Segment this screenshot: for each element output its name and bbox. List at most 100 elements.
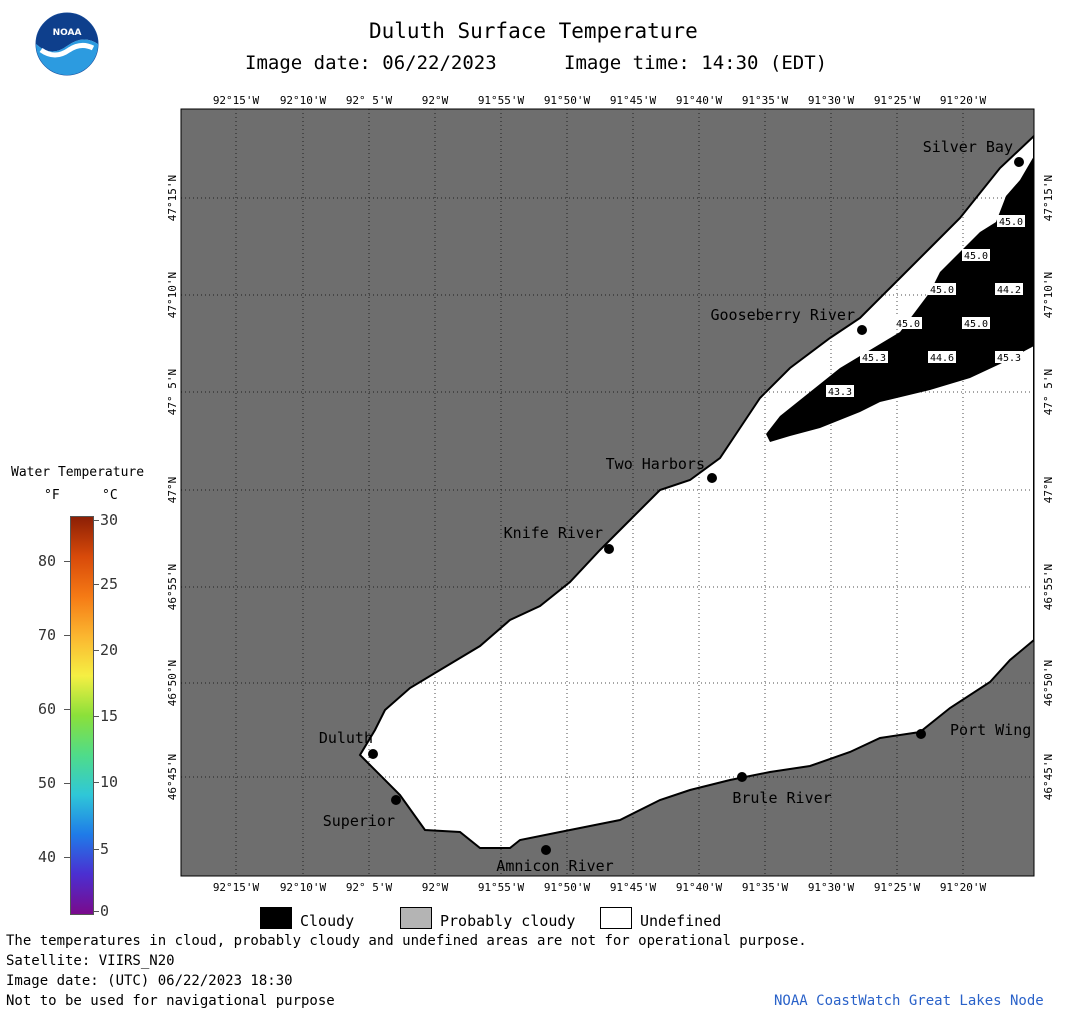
place-label: Brule River xyxy=(732,789,831,807)
place-dot-icon xyxy=(1014,157,1024,167)
temp-label: 45.3 xyxy=(997,353,1021,364)
lon-label-bottom: 91°40'W xyxy=(676,881,723,894)
lon-label-bottom: 91°55'W xyxy=(478,881,525,894)
temp-label: 45.0 xyxy=(964,319,988,330)
lat-label-left: 47°15'N xyxy=(166,175,179,221)
legend-probably-cloudy-label: Probably cloudy xyxy=(440,912,576,930)
lon-label-bottom: 91°50'W xyxy=(544,881,591,894)
lon-label-bottom: 91°45'W xyxy=(610,881,657,894)
lon-label-top: 91°35'W xyxy=(742,94,789,107)
legend-undefined-label: Undefined xyxy=(640,912,722,930)
longitude-labels: 92°15'W 92°15'W 92°10'W 92°10'W 92° 5'W 92° 5… xyxy=(213,94,987,894)
colorbar-c-tick-mark xyxy=(93,849,99,850)
lat-label-left: 46°50'N xyxy=(166,660,179,706)
colorbar-f-tick-mark xyxy=(64,857,70,858)
place-label: Knife River xyxy=(504,524,603,542)
lon-label-top: 91°55'W xyxy=(478,94,525,107)
colorbar-c-tick: 10 xyxy=(100,773,119,791)
place-label: Silver Bay xyxy=(923,138,1013,156)
lat-label-left: 47°N xyxy=(166,477,179,504)
lat-label-right: 47°N xyxy=(1042,477,1055,504)
place-dot-icon xyxy=(368,749,378,759)
temp-label: 45.0 xyxy=(964,251,988,262)
colorbar-c-tick-mark xyxy=(93,911,99,912)
lat-label-left: 46°55'N xyxy=(166,564,179,610)
colorbar-f-tick-mark xyxy=(64,635,70,636)
colorbar-f-tick-mark xyxy=(64,783,70,784)
temp-label-bg xyxy=(995,351,1023,363)
lon-label-bottom: 92°10'W xyxy=(280,881,327,894)
colorbar-gradient xyxy=(70,516,94,915)
lat-label-left: 46°45'N xyxy=(166,754,179,800)
lon-label-bottom: 92°W xyxy=(422,881,449,894)
temp-label-bg xyxy=(928,351,956,363)
temp-label-bg xyxy=(894,317,922,329)
lon-label-top: 91°50'W xyxy=(544,94,591,107)
temp-label: 44.2 xyxy=(997,285,1021,296)
temp-label-bg xyxy=(962,317,990,329)
temp-label: 45.0 xyxy=(930,285,954,296)
temp-label: 44.6 xyxy=(930,353,954,364)
colorbar-f-tick: 60 xyxy=(38,700,57,718)
colorbar-c-tick: 15 xyxy=(100,707,119,725)
colorbar-f-tick: 40 xyxy=(38,848,57,866)
place-dot-icon xyxy=(737,772,747,782)
place-label: Duluth xyxy=(319,729,373,747)
map-title: Duluth Surface Temperature xyxy=(369,19,698,43)
temp-label-bg xyxy=(995,283,1023,295)
lat-label-right: 47° 5'N xyxy=(1042,369,1055,415)
legend-probably-cloudy-swatch xyxy=(400,907,432,929)
colorbar-f-tick: 70 xyxy=(38,626,57,644)
lon-label-top: 91°20'W xyxy=(940,94,987,107)
place-label: Two Harbors xyxy=(606,455,705,473)
legend-cloudy-swatch xyxy=(260,907,292,929)
place-dot-icon xyxy=(707,473,717,483)
temp-label-bg xyxy=(962,249,990,261)
colorbar-f-tick-mark xyxy=(64,561,70,562)
noaa-logo-icon: NOAA xyxy=(35,12,99,76)
colorbar-c-tick: 30 xyxy=(100,511,119,529)
colorbar-c-tick-mark xyxy=(93,520,99,521)
colorbar-c-tick-mark xyxy=(93,716,99,717)
footer-satellite: Satellite: VIIRS_N20 xyxy=(6,953,175,969)
footer-image-date: Image date: (UTC) 06/22/2023 18:30 xyxy=(6,973,293,989)
colorbar-c-tick: 0 xyxy=(100,902,110,920)
temp-label-bg xyxy=(928,283,956,295)
lake-superior-water xyxy=(358,134,1034,849)
footer-credit[interactable]: NOAA CoastWatch Great Lakes Node xyxy=(774,993,1044,1009)
place-dot-icon xyxy=(541,845,551,855)
colorbar-f-tick: 50 xyxy=(38,774,57,792)
place-label: Port Wing xyxy=(950,721,1031,739)
colorbar-c-tick-mark xyxy=(93,650,99,651)
place-dot-icon xyxy=(391,795,401,805)
temp-label: 45.0 xyxy=(896,319,920,330)
place-dot-icon xyxy=(857,325,867,335)
place-dot-icon xyxy=(916,729,926,739)
temp-label-bg xyxy=(826,385,854,397)
legend-undefined-swatch xyxy=(600,907,632,929)
lon-label-bottom: 91°25'W xyxy=(874,881,921,894)
noaa-logo-text: NOAA xyxy=(53,28,82,38)
colorbar-title: Water Temperature xyxy=(11,465,145,480)
lon-label-top: 92°15'W xyxy=(213,94,260,107)
cloud-pixels xyxy=(766,156,1034,442)
temp-label: 45.3 xyxy=(862,353,886,364)
colorbar-c-tick: 25 xyxy=(100,575,119,593)
lat-label-left: 47°10'N xyxy=(166,272,179,318)
lat-label-right: 47°10'N xyxy=(1042,272,1055,318)
lat-label-right: 46°45'N xyxy=(1042,754,1055,800)
temp-label: 45.0 xyxy=(999,217,1023,228)
temp-label-bg xyxy=(997,215,1025,227)
colorbar-unit-f: °F xyxy=(44,488,60,503)
lon-label-top: 91°40'W xyxy=(676,94,723,107)
legend-cloudy-label: Cloudy xyxy=(300,912,355,930)
map-frame xyxy=(180,108,1035,877)
lon-label-top: 91°30'W xyxy=(808,94,855,107)
lon-label-top: 92°10'W xyxy=(280,94,327,107)
lon-label-bottom: 91°20'W xyxy=(940,881,987,894)
lon-label-top: 91°45'W xyxy=(610,94,657,107)
footer-disclaimer: The temperatures in cloud, probably clou… xyxy=(6,933,807,949)
place-label: Gooseberry River xyxy=(711,306,856,324)
lon-label-bottom: 92° 5'W xyxy=(346,881,393,894)
